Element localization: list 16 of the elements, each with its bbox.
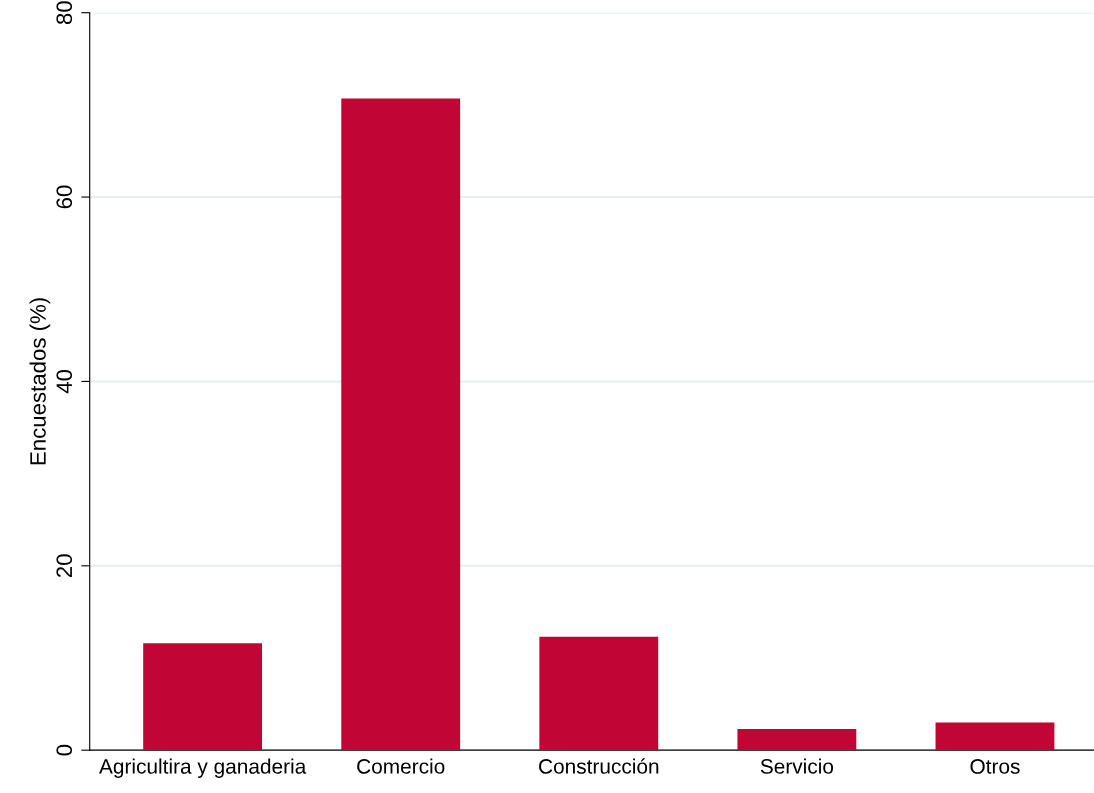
y-tick-label: 80 — [56, 1, 73, 25]
x-tick-label: Otros — [970, 759, 1020, 774]
bar — [935, 722, 1055, 751]
bar — [143, 643, 263, 751]
x-tick-label: Servicio — [760, 758, 834, 774]
bar — [539, 636, 659, 751]
y-tick-label: 0 — [56, 744, 73, 756]
bar — [737, 728, 857, 751]
y-tick-label: 40 — [56, 369, 73, 394]
x-tick-label: Construcción — [539, 758, 659, 774]
y-axis-title: Encuestados (%) — [29, 298, 51, 465]
bar — [341, 98, 461, 751]
y-tick-label: 60 — [56, 185, 73, 209]
x-tick-label: Comercio — [357, 758, 445, 774]
y-tick-label: 20 — [56, 554, 73, 578]
x-tick-label: Agricultira y ganaderia — [99, 758, 307, 778]
